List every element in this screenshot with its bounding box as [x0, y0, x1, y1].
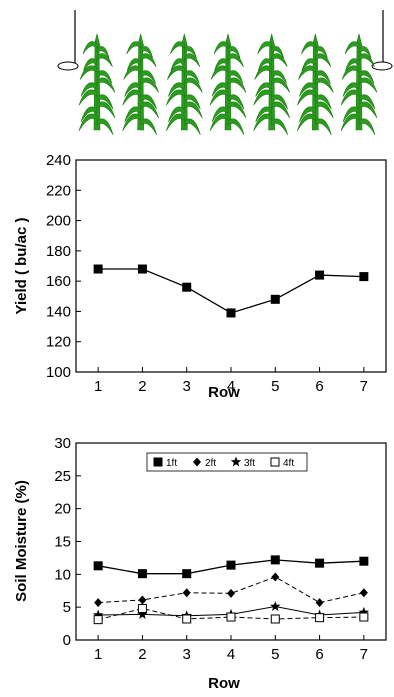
yield-xtick-label: 5: [271, 378, 279, 395]
legend-marker-1ft: [153, 457, 163, 467]
yield-plot-frame: [75, 159, 387, 373]
moisture-ytick-label: 0: [63, 632, 71, 649]
yield-y-axis-label: Yield ( bu/ac ): [13, 218, 30, 315]
moisture-xtick-label: 7: [360, 646, 368, 663]
corn-plant-icon: [122, 33, 159, 135]
moisture-series-2ft-point: [359, 588, 368, 598]
moisture-legend-box: [146, 452, 308, 472]
yield-ytick-label: 140: [46, 303, 71, 320]
yield-xtick-label: 2: [138, 378, 146, 395]
moisture-series-3ft-point: [270, 601, 281, 611]
legend-label-3ft: 3ft: [244, 458, 255, 469]
moisture-xtick-label: 3: [183, 646, 191, 663]
moisture-series-2ft-point: [182, 588, 191, 598]
moisture-xtick-label: 6: [315, 646, 323, 663]
moisture-series-1ft-point: [359, 556, 369, 566]
moisture-series-4ft-point: [137, 603, 147, 613]
moisture-series-4ft-point: [359, 612, 369, 622]
moisture-series-1ft-point: [182, 569, 192, 579]
moisture-series-4ft-point: [315, 613, 325, 623]
corn-plant-icon: [209, 33, 247, 135]
moisture-series-3ft-point: [137, 608, 148, 619]
moisture-legend: 1ft 2ft 3ft 4ft: [153, 456, 294, 469]
legend-label-1ft: 1ft: [166, 458, 177, 469]
moisture-xtick-label: 1: [94, 646, 102, 663]
yield-series-0-point: [270, 294, 280, 304]
yield-series-0-point: [182, 282, 192, 292]
legend-marker-2ft: [193, 457, 201, 467]
moisture-series-2ft-point: [94, 598, 103, 608]
corn-plant-icon: [166, 33, 203, 135]
moisture-series-1ft-point: [93, 561, 103, 571]
moisture-xtick-label: 2: [138, 646, 146, 663]
corn-plant-icon: [78, 33, 116, 135]
moisture-series-4ft-point: [182, 614, 192, 624]
yield-series-0-point: [359, 272, 369, 282]
yield-ytick-label: 160: [46, 273, 71, 290]
moisture-ytick-label: 25: [54, 468, 71, 485]
yield-xtick-label: 6: [315, 378, 323, 395]
moisture-series-2ft-point: [271, 572, 280, 582]
yield-series-0-point: [315, 270, 325, 280]
moisture-series-1ft-point: [315, 558, 325, 568]
yield-chart: Yield ( bu/ac ) Row 10012014016018020022…: [13, 152, 387, 401]
corn-rows-illustration: [57, 10, 393, 135]
moisture-xtick-label: 5: [271, 646, 279, 663]
yield-series-0-point: [93, 264, 103, 274]
yield-ytick-label: 200: [46, 213, 71, 230]
yield-xtick-label: 7: [360, 378, 368, 395]
corn-plant-icon: [297, 33, 334, 135]
moisture-series-1ft-point: [137, 569, 147, 579]
moisture-series-4ft-point: [270, 614, 280, 624]
yield-ytick-label: 180: [46, 243, 71, 260]
yield-series-0-point: [137, 264, 147, 274]
corn-plant-icon: [253, 33, 290, 135]
moisture-ytick-label: 10: [54, 566, 71, 583]
legend-marker-3ft: [230, 456, 242, 467]
moisture-series-1ft-point: [226, 560, 236, 570]
yield-xtick-label: 3: [183, 378, 191, 395]
yield-xtick-label: 4: [227, 378, 235, 395]
yield-ytick-label: 240: [46, 152, 71, 169]
moisture-ytick-label: 20: [54, 501, 71, 518]
moisture-series-2ft-point: [138, 595, 147, 605]
yield-series-0-point: [226, 308, 236, 318]
yield-x-axis-label: Row: [208, 384, 240, 401]
right-drip-emitter: [371, 61, 393, 71]
moisture-series-3ft-point: [358, 606, 370, 617]
left-drip-emitter: [57, 61, 79, 71]
corn-plant-icon: [340, 33, 378, 135]
moisture-series-2ft-point: [315, 598, 324, 608]
legend-label-4ft: 4ft: [283, 458, 294, 469]
moisture-ytick-label: 5: [63, 599, 71, 616]
moisture-xtick-label: 4: [227, 646, 235, 663]
moisture-series-2ft-point: [227, 588, 235, 598]
yield-ytick-label: 220: [46, 182, 71, 199]
legend-label-2ft: 2ft: [205, 458, 216, 469]
moisture-ytick-label: 15: [54, 534, 71, 551]
legend-marker-4ft: [270, 457, 280, 467]
soil-moisture-chart: Soil Moisture (%) Row 1ft 2ft 3ft 4ft 0 5 10 1…: [13, 435, 387, 692]
moisture-series-1ft-point: [270, 555, 280, 565]
yield-xtick-label: 1: [94, 378, 102, 395]
moisture-series-3ft-point: [92, 609, 104, 620]
yield-ytick-label: 120: [46, 334, 71, 351]
moisture-series-4ft-point: [226, 612, 236, 622]
moisture-ytick-label: 30: [54, 435, 71, 452]
moisture-y-axis-label: Soil Moisture (%): [13, 480, 30, 602]
moisture-series-4ft-point: [93, 615, 103, 625]
moisture-x-axis-label: Row: [208, 675, 240, 692]
yield-ytick-label: 100: [46, 364, 71, 381]
